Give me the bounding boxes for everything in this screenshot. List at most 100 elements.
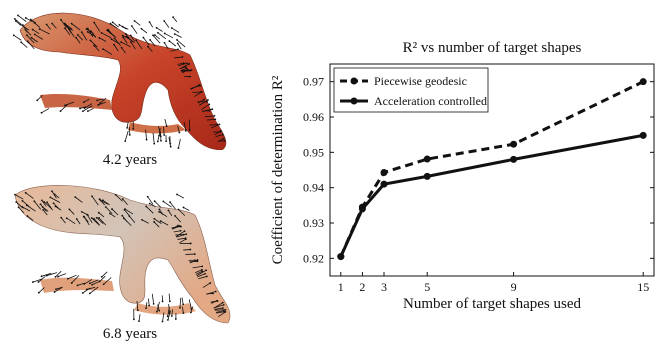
displacement-arrow bbox=[206, 118, 216, 121]
displacement-arrow bbox=[168, 293, 171, 302]
displacement-arrow-head bbox=[31, 28, 34, 31]
displacement-arrow bbox=[103, 277, 112, 285]
displacement-arrow-head bbox=[215, 299, 218, 302]
displacement-arrow bbox=[194, 269, 203, 274]
displacement-arrow bbox=[177, 62, 184, 65]
displacement-arrow-head bbox=[13, 17, 16, 20]
displacement-arrow bbox=[42, 209, 48, 216]
displacement-arrow-head bbox=[152, 34, 154, 37]
displacement-arrow bbox=[110, 23, 118, 29]
displacement-arrow-head bbox=[157, 31, 159, 34]
displacement-arrow-head bbox=[207, 99, 209, 101]
displacement-arrow-head bbox=[147, 45, 149, 48]
displacement-arrow-head bbox=[163, 20, 166, 22]
displacement-arrow-head bbox=[68, 208, 71, 211]
x-tick-label: 15 bbox=[637, 280, 649, 294]
displacement-arrow-head bbox=[121, 25, 124, 28]
displacement-arrow-head bbox=[25, 34, 28, 37]
displacement-arrow bbox=[143, 37, 150, 46]
displacement-arrow bbox=[123, 218, 132, 227]
displacement-arrow-head bbox=[86, 30, 89, 33]
displacement-arrow bbox=[113, 44, 119, 52]
displacement-arrow-head bbox=[160, 139, 162, 142]
displacement-arrow bbox=[183, 121, 187, 131]
displacement-arrow-head bbox=[86, 213, 89, 216]
displacement-arrow bbox=[32, 29, 40, 35]
displacement-arrow-head bbox=[186, 68, 189, 71]
displacement-arrow-head bbox=[100, 32, 103, 34]
displacement-arrow-head bbox=[25, 204, 28, 207]
displacement-arrow bbox=[151, 293, 155, 304]
displacement-arrow-head bbox=[158, 210, 161, 213]
shape-caption-bottom: 6.8 years bbox=[102, 326, 158, 342]
displacement-arrow bbox=[34, 34, 43, 40]
displacement-arrow-head bbox=[145, 205, 148, 208]
displacement-arrow bbox=[180, 67, 187, 72]
displacement-arrow-head bbox=[52, 202, 55, 205]
displacement-arrow-head bbox=[205, 269, 208, 272]
displacement-arrow bbox=[53, 202, 60, 210]
displacement-arrow-head bbox=[81, 292, 84, 294]
displacement-arrow bbox=[153, 221, 160, 228]
displacement-arrow bbox=[215, 134, 223, 137]
displacement-arrow-head bbox=[182, 206, 185, 209]
displacement-arrow-head bbox=[40, 275, 43, 278]
displacement-arrow-head bbox=[57, 275, 59, 278]
displacement-arrow bbox=[102, 199, 110, 206]
displacement-arrow bbox=[172, 225, 181, 230]
displacement-arrow-head bbox=[156, 140, 159, 143]
displacement-arrow bbox=[32, 278, 43, 283]
displacement-arrow-head bbox=[51, 190, 53, 193]
displacement-arrow bbox=[87, 28, 94, 37]
displacement-arrow bbox=[192, 91, 202, 94]
displacement-arrow-head bbox=[45, 23, 48, 26]
displacement-arrow-head bbox=[178, 131, 181, 134]
displacement-arrow-head bbox=[36, 99, 39, 102]
displacement-arrow bbox=[55, 270, 62, 278]
y-tick-label: 0.96 bbox=[303, 110, 324, 124]
displacement-arrow bbox=[164, 33, 173, 39]
displacement-arrow bbox=[164, 118, 168, 127]
displacement-arrow-head bbox=[148, 202, 151, 205]
displacement-arrow-head bbox=[132, 318, 135, 321]
displacement-arrow-head bbox=[93, 21, 96, 24]
displacement-arrow bbox=[83, 98, 90, 103]
displacement-arrow-head bbox=[135, 39, 138, 42]
displacement-arrow bbox=[152, 132, 155, 144]
displacement-arrow bbox=[60, 217, 66, 224]
displacement-arrow bbox=[27, 40, 35, 50]
displacement-arrow-head bbox=[169, 201, 171, 203]
y-tick-label: 0.93 bbox=[303, 216, 324, 230]
displacement-arrow bbox=[172, 16, 178, 23]
displacement-arrow-head bbox=[88, 282, 91, 285]
displacement-arrow-head bbox=[174, 318, 177, 320]
displacement-arrow bbox=[154, 34, 161, 40]
displacement-arrow-head bbox=[111, 208, 113, 210]
displacement-arrow-head bbox=[189, 69, 192, 72]
displacement-arrow-head bbox=[193, 253, 196, 255]
displacement-arrow-head bbox=[148, 21, 151, 23]
displacement-arrow bbox=[69, 29, 75, 38]
displacement-arrow bbox=[198, 99, 209, 106]
displacement-arrow bbox=[91, 196, 99, 206]
displacement-arrow bbox=[98, 217, 107, 226]
displacement-arrow-head bbox=[70, 282, 73, 284]
displacement-arrow-head bbox=[38, 28, 41, 30]
displacement-arrow-head bbox=[163, 32, 166, 35]
displacement-arrow bbox=[205, 115, 215, 118]
displacement-arrow-head bbox=[153, 217, 156, 220]
displacement-arrow bbox=[177, 43, 182, 50]
displacement-arrow bbox=[25, 29, 32, 36]
displacement-arrow bbox=[60, 104, 68, 112]
displacement-arrow bbox=[170, 48, 179, 52]
displacement-arrow bbox=[211, 300, 217, 304]
displacement-arrow-head bbox=[82, 101, 85, 104]
displacement-arrow-head bbox=[102, 283, 105, 286]
displacement-arrow bbox=[98, 212, 105, 218]
displacement-arrow bbox=[38, 287, 45, 293]
displacement-arrow-head bbox=[181, 56, 184, 58]
displacement-arrow bbox=[122, 198, 128, 206]
displacement-arrow bbox=[84, 103, 93, 109]
displacement-arrow-head bbox=[83, 216, 86, 219]
legend: Piecewise geodesic Acceleration controll… bbox=[333, 67, 489, 113]
